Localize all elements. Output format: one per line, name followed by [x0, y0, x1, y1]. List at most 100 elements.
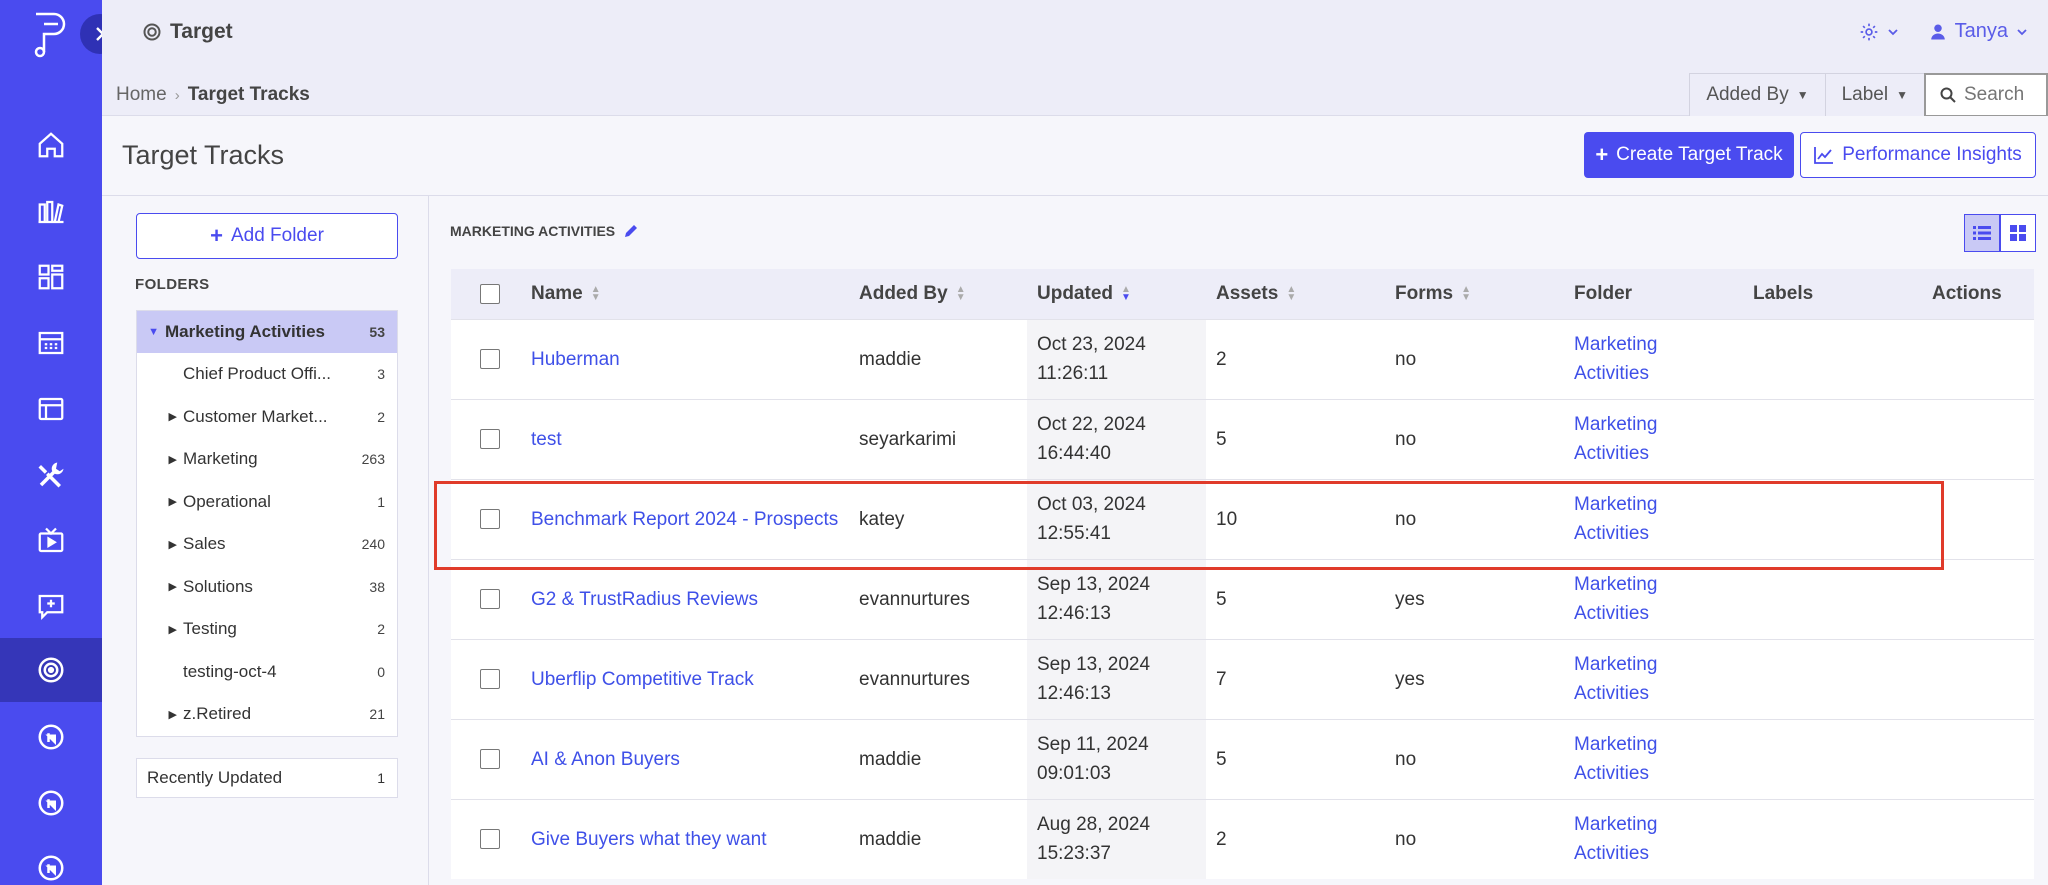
row-checkbox[interactable]	[480, 589, 500, 609]
folder-item[interactable]: ▶ Customer Market... 2	[137, 396, 397, 439]
user-menu[interactable]: Tanya	[1929, 20, 2028, 43]
folder-item[interactable]: Chief Product Offi... 3	[137, 353, 397, 396]
actions-cell	[1922, 318, 2034, 399]
column-header-forms[interactable]: Forms ▲ ▼	[1395, 282, 1471, 304]
folder-link[interactable]: Marketing Activities	[1574, 814, 1658, 865]
grid-table-icon[interactable]	[0, 311, 102, 375]
assets-cell: 7	[1206, 638, 1385, 719]
updated-cell: Oct 03, 2024 12:55:41	[1027, 478, 1206, 559]
library-icon[interactable]	[0, 180, 102, 244]
labels-cell	[1743, 638, 1922, 719]
performance-insights-button[interactable]: Performance Insights	[1800, 132, 2036, 178]
column-header-added-by[interactable]: Added By ▲ ▼	[859, 282, 966, 304]
sort-icon: ▲ ▼	[1286, 283, 1297, 303]
caret-right-icon[interactable]: ▶	[168, 708, 177, 721]
track-name-link[interactable]: AI & Anon Buyers	[531, 748, 680, 770]
grid-view-button[interactable]	[2000, 214, 2036, 252]
caret-right-icon[interactable]: ▶	[168, 623, 177, 636]
caret-right-icon[interactable]: ▶	[168, 538, 177, 551]
column-header-name[interactable]: Name ▲ ▼	[531, 282, 601, 304]
row-checkbox[interactable]	[480, 829, 500, 850]
hand-pointer-icon[interactable]	[0, 705, 102, 769]
hand-pointer-icon-3[interactable]	[0, 836, 102, 885]
target-icon	[143, 23, 161, 41]
row-checkbox[interactable]	[480, 669, 500, 689]
tools-icon[interactable]	[0, 443, 102, 507]
caret-down-icon: ▼	[1896, 88, 1908, 102]
sort-icon: ▲ ▼	[590, 283, 601, 303]
actions-cell	[1922, 638, 2034, 719]
caret-right-icon[interactable]: ▶	[168, 453, 177, 466]
folder-name: Testing	[183, 619, 237, 639]
folder-item[interactable]: ▶ Sales 240	[137, 523, 397, 566]
added-by-cell: evannurtures	[849, 638, 1027, 719]
folder-count: 2	[377, 408, 385, 425]
row-checkbox[interactable]	[480, 749, 500, 769]
folder-link[interactable]: Marketing Activities	[1574, 414, 1658, 464]
folder-item[interactable]: ▶ Marketing 263	[137, 438, 397, 481]
video-icon[interactable]	[0, 509, 102, 573]
chat-sparkle-icon[interactable]	[0, 574, 102, 638]
folder-item[interactable]: testing-oct-4 0	[137, 651, 397, 694]
browser-window-icon[interactable]	[0, 377, 102, 441]
folder-count: 263	[361, 451, 385, 468]
search-box[interactable]	[1924, 73, 2048, 117]
folder-link[interactable]: Marketing Activities	[1574, 334, 1658, 384]
track-name-link[interactable]: Huberman	[531, 348, 620, 370]
pencil-icon[interactable]	[623, 223, 639, 239]
dashboard-icon[interactable]	[0, 245, 102, 309]
folder-link[interactable]: Marketing Activities	[1574, 494, 1658, 544]
folder-item[interactable]: ▶ Solutions 38	[137, 566, 397, 609]
folder-count: 21	[369, 706, 385, 723]
list-view-button[interactable]	[1964, 214, 2000, 252]
home-icon[interactable]	[0, 113, 102, 177]
folders-heading: FOLDERS	[135, 276, 210, 293]
folder-count: 3	[377, 366, 385, 383]
breadcrumb-home[interactable]: Home	[116, 84, 167, 105]
add-folder-button[interactable]: + Add Folder	[136, 213, 398, 259]
recently-updated-count: 1	[377, 770, 385, 786]
view-toggle	[1964, 214, 2036, 252]
column-header-updated[interactable]: Updated ▲ ▼	[1037, 282, 1131, 304]
track-name-link[interactable]: Uberflip Competitive Track	[531, 668, 754, 690]
folder-link[interactable]: Marketing Activities	[1574, 574, 1658, 624]
row-checkbox[interactable]	[480, 509, 500, 529]
assets-cell: 2	[1206, 798, 1385, 879]
caret-right-icon[interactable]: ▶	[168, 411, 177, 424]
target-icon[interactable]	[0, 638, 102, 702]
search-input[interactable]	[1964, 84, 2044, 106]
label-filter[interactable]: Label ▼	[1824, 73, 1924, 117]
column-header-labels: Labels	[1753, 282, 1814, 304]
assets-cell: 2	[1206, 318, 1385, 399]
select-all-checkbox[interactable]	[480, 283, 500, 304]
chevron-down-icon	[2017, 28, 2027, 35]
caret-right-icon[interactable]: ▶	[168, 581, 177, 594]
actions-cell	[1922, 398, 2034, 479]
caret-down-icon: ▼	[1796, 88, 1809, 102]
row-checkbox[interactable]	[480, 429, 500, 449]
sort-icon: ▲ ▼	[1461, 283, 1471, 303]
folder-item[interactable]: ▶ z.Retired 21	[137, 693, 397, 736]
folder-count: 53	[369, 324, 385, 340]
caret-right-icon[interactable]: ▶	[168, 496, 177, 509]
folder-item[interactable]: ▶ Operational 1	[137, 481, 397, 524]
folder-item-marketing-activities[interactable]: ▼ Marketing Activities 53	[137, 311, 397, 353]
folder-item[interactable]: ▶ Testing 2	[137, 608, 397, 651]
settings-menu[interactable]	[1859, 22, 1899, 42]
added-by-filter[interactable]: Added By ▼	[1689, 73, 1825, 117]
folder-link[interactable]: Marketing Activities	[1574, 654, 1658, 704]
column-header-assets[interactable]: Assets ▲ ▼	[1216, 282, 1297, 304]
sort-icon: ▲ ▼	[955, 283, 966, 303]
folder-link[interactable]: Marketing Activities	[1574, 734, 1658, 784]
added-by-cell: evannurtures	[849, 558, 1027, 639]
row-checkbox[interactable]	[480, 349, 500, 369]
track-name-link[interactable]: G2 & TrustRadius Reviews	[531, 588, 759, 610]
track-name-link[interactable]: Benchmark Report 2024 - Prospects	[531, 508, 839, 530]
table-row: test seyarkarimi Oct 22, 2024 16:44:40 5 …	[451, 398, 2034, 479]
recently-updated-item[interactable]: Recently Updated 1	[136, 758, 398, 798]
table-row: Benchmark Report 2024 - Prospects katey …	[451, 478, 2034, 559]
create-target-track-button[interactable]: + Create Target Track	[1584, 132, 1794, 178]
track-name-link[interactable]: test	[531, 428, 562, 450]
hand-pointer-icon-2[interactable]	[0, 771, 102, 835]
track-name-link[interactable]: Give Buyers what they want	[531, 828, 767, 850]
